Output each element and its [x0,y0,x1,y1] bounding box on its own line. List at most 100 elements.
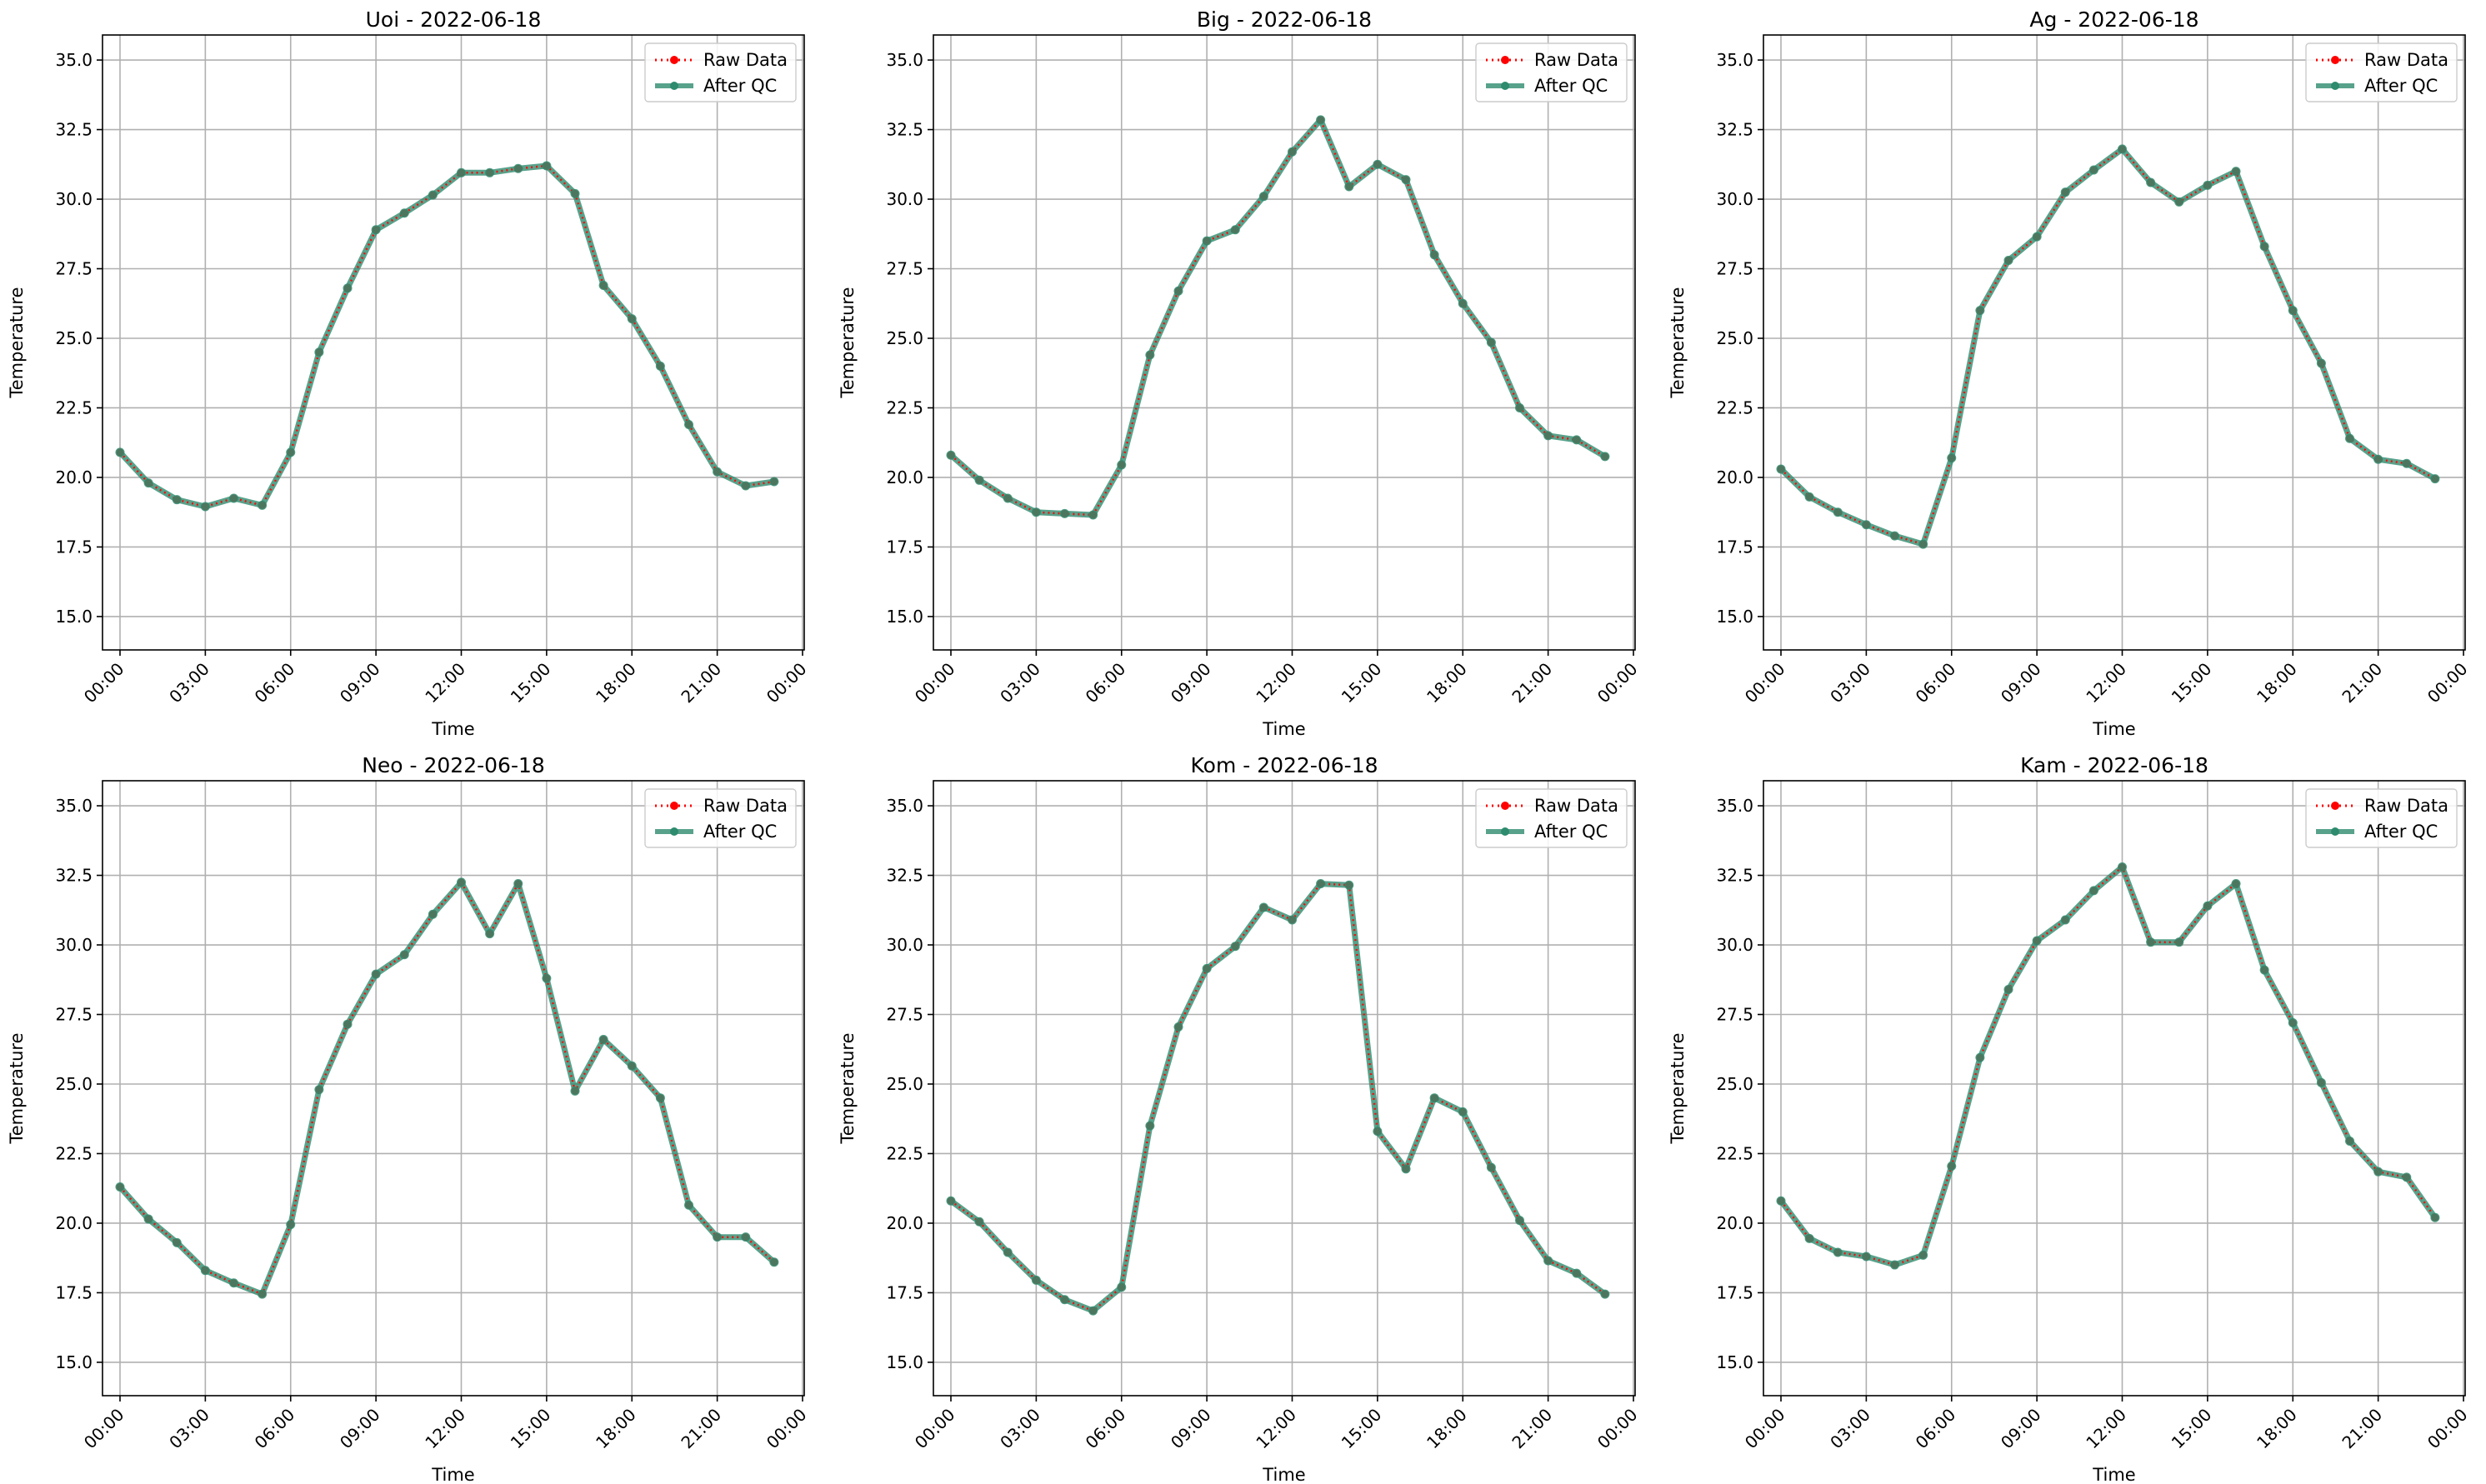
after-qc-point [627,314,637,324]
x-tick-label: 18:00 [2253,659,2301,707]
after-qc-point [2231,167,2241,177]
x-tick-label: 00:00 [80,659,128,707]
after-qc-point [143,1214,153,1224]
x-tick-label: 21:00 [1508,1405,1556,1453]
x-tick-label: 06:00 [251,659,299,707]
y-tick-label: 15.0 [1716,607,1753,627]
after-qc-point [1145,1121,1155,1131]
after-qc-point [598,1035,608,1045]
after-qc-point [1947,1162,1957,1172]
after-qc-point [2288,1018,2298,1028]
after-qc-point [2003,984,2013,994]
y-tick-label: 22.5 [886,397,923,417]
after-qc-point [1288,915,1297,925]
axes-frame [102,34,805,651]
after-qc-point [542,973,552,983]
after-qc-point [1515,402,1524,412]
y-tick-label: 30.0 [55,935,93,955]
after-qc-point [1288,147,1297,157]
after-qc-point [485,167,495,177]
x-tick-label: 00:00 [763,659,811,707]
after-qc-point [1600,452,1610,462]
y-tick-label: 20.0 [1716,467,1753,487]
after-qc-point [684,420,693,430]
after-qc-point [1918,539,1928,549]
legend-raw-marker [2331,802,2339,810]
after-qc-point [1486,337,1496,347]
after-qc-point [1861,520,1871,530]
after-qc-point [2345,1136,2354,1146]
y-axis-label: Temperature [838,1032,858,1144]
chart-title: Ag - 2022-06-18 [2029,7,2198,32]
x-tick-label: 12:00 [421,659,469,707]
after-qc-point [1373,1127,1383,1137]
legend-label-raw-data: Raw Data [703,50,788,70]
after-qc-point [1486,1162,1496,1172]
after-qc-point [1458,298,1468,308]
after-qc-point [1890,531,1899,541]
x-tick-label: 12:00 [1252,1405,1300,1453]
x-tick-label: 09:00 [336,1405,384,1453]
chart-title: Kam - 2022-06-18 [2020,753,2208,777]
after-qc-point [513,879,523,889]
legend-label-after-qc: After QC [703,822,777,842]
legend-label-raw-data: Raw Data [1534,796,1618,816]
legend-qc-marker [670,82,678,90]
after-qc-point [1117,1282,1127,1292]
after-qc-point [1117,460,1127,470]
after-qc-point [2373,454,2383,464]
after-qc-point [172,1237,182,1247]
x-tick-label: 00:00 [1741,1405,1789,1453]
after-qc-point [2288,306,2298,316]
after-qc-point [1258,902,1268,912]
after-qc-point [457,167,466,177]
x-tick-label: 03:00 [996,659,1044,707]
x-tick-label: 06:00 [1912,659,1960,707]
x-axis-label: Time [431,1465,474,1484]
after-qc-point [1344,182,1354,192]
series-line-raw-data [950,882,1606,1312]
after-qc-point [1316,115,1326,125]
y-tick-label: 27.5 [886,259,923,279]
legend: Raw Data After QC [644,42,797,102]
after-qc-point [1373,159,1383,169]
y-tick-label: 17.5 [886,1282,923,1302]
x-tick-label: 06:00 [1082,1405,1130,1453]
x-tick-label: 15:00 [2168,1405,2216,1453]
after-qc-point [2231,879,2241,889]
after-qc-point [2203,901,2213,911]
after-qc-point [286,1220,296,1230]
y-tick-label: 22.5 [55,1143,93,1163]
after-qc-point [598,281,608,291]
after-qc-point [200,502,210,512]
x-tick-label: 18:00 [1423,659,1471,707]
after-qc-point [143,478,153,488]
y-tick-label: 20.0 [886,1213,923,1233]
x-tick-label: 00:00 [2423,1405,2472,1453]
after-qc-point [1572,1268,1582,1278]
x-tick-label: 09:00 [1997,1405,2045,1453]
after-qc-point [343,1019,353,1029]
y-tick-label: 35.0 [55,50,93,70]
after-qc-point [713,467,723,477]
y-tick-label: 17.5 [886,537,923,557]
after-qc-point [399,950,409,960]
x-tick-label: 18:00 [592,659,640,707]
after-qc-point [172,495,182,505]
y-tick-label: 20.0 [1716,1213,1753,1233]
after-qc-point [570,188,580,198]
x-tick-label: 00:00 [763,1405,811,1453]
chart-title: Uoi - 2022-06-18 [366,7,542,32]
after-qc-point [2146,937,2156,947]
after-qc-point [2402,458,2412,468]
x-tick-label: 15:00 [507,1405,555,1453]
after-qc-point [2402,1172,2412,1182]
y-tick-label: 17.5 [55,537,93,557]
after-qc-point [1776,1196,1786,1206]
legend-raw-marker [670,56,678,64]
x-tick-label: 09:00 [1167,1405,1215,1453]
legend: Raw Data After QC [1475,788,1628,848]
after-qc-point [1572,435,1582,445]
chart-panel: 15.0 17.5 20.0 22.5 25.0 27.5 30.0 32.5 35.0 00:0… [1668,7,2472,739]
after-qc-point [2174,197,2184,207]
